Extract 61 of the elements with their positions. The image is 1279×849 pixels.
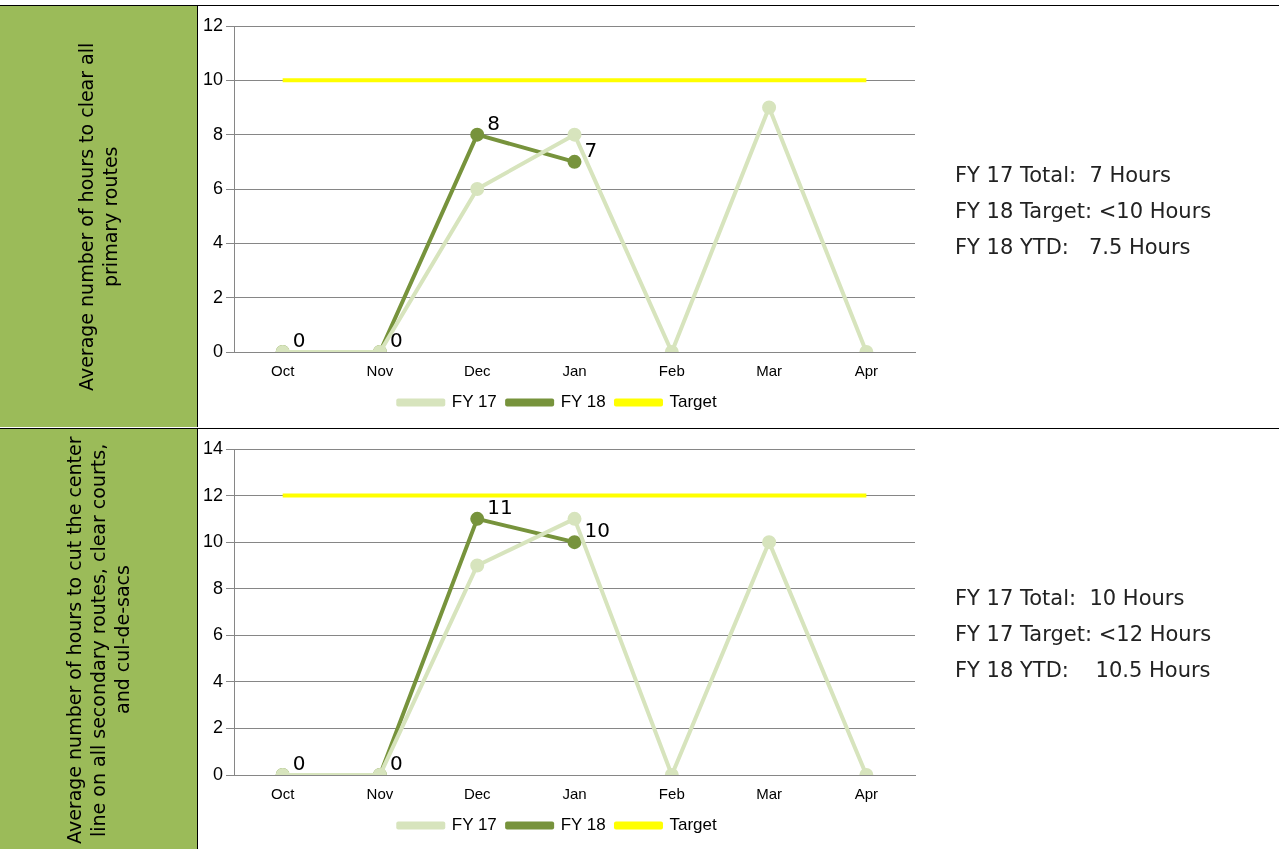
text: FY 17 Total: 10 Hours: [955, 586, 1185, 610]
y-tick-label: 6: [213, 177, 224, 198]
text: FY 18 YTD: 10.5 Hours: [955, 658, 1211, 682]
data-label: 7: [584, 138, 598, 163]
data-label: 0: [389, 751, 403, 776]
y-tick-label: 12: [202, 14, 224, 35]
x-tick-label: Dec: [463, 785, 492, 803]
point: [567, 127, 582, 142]
point: [567, 535, 582, 550]
point: [470, 558, 485, 573]
y-tick-label: 6: [213, 624, 224, 645]
x-tick-label: Jan: [562, 785, 587, 803]
x-tick-label: Oct: [270, 362, 296, 380]
legend-label: Target: [669, 815, 718, 835]
text: FY 18 YTD: 7.5 Hours: [955, 235, 1191, 259]
y-tick-label: 10: [202, 69, 224, 90]
x-tick-label: Apr: [854, 785, 879, 803]
x-tick-label: Mar: [756, 785, 782, 803]
x-tick-label: Dec: [463, 362, 492, 380]
y-axis-title: Average number of hours to clear all primary routes: [74, 41, 122, 393]
x-tick-label: Jan: [562, 362, 587, 380]
x-tick-label: Apr: [854, 362, 879, 380]
text: FY 17 Total: 7 Hours: [955, 163, 1172, 187]
point: [762, 100, 777, 115]
y-tick-label: 2: [213, 717, 224, 738]
y-tick-label: 0: [213, 763, 224, 784]
data-label: 0: [292, 328, 306, 353]
point: [567, 511, 582, 526]
y-tick-label: 4: [213, 670, 224, 691]
x-tick-label: Feb: [658, 362, 685, 380]
y-axis-title: Average number of hours to cut the center line on all secondary routes, clear courts, and cul-de-sacs: [62, 434, 134, 845]
legend-label: FY 18: [560, 392, 606, 412]
data-label: 11: [487, 495, 513, 520]
point: [470, 511, 485, 526]
data-label: 10: [584, 518, 610, 543]
legend-label: FY 17: [451, 815, 497, 835]
legend-label: FY 18: [560, 815, 606, 835]
y-tick-label: 8: [213, 577, 224, 598]
text: FY 18 Target: <10 Hours: [955, 199, 1212, 223]
y-tick-label: 12: [202, 484, 224, 505]
x-tick-label: Nov: [366, 785, 394, 803]
data-label: 8: [487, 110, 500, 135]
point: [567, 154, 582, 169]
legend-label: FY 17: [451, 392, 497, 412]
x-tick-label: Nov: [366, 362, 394, 380]
x-tick-label: Feb: [658, 785, 685, 803]
x-tick-label: Mar: [756, 362, 782, 380]
y-tick-label: 4: [213, 232, 224, 253]
point: [470, 182, 485, 196]
text: FY 17 Target: <12 Hours: [955, 622, 1212, 646]
point: [762, 535, 777, 550]
data-label: 0: [292, 751, 306, 776]
data-label: 0: [389, 328, 403, 353]
y-tick-label: 8: [213, 123, 224, 144]
x-tick-label: Oct: [270, 785, 296, 803]
point: [470, 127, 485, 142]
y-tick-label: 0: [213, 340, 224, 361]
y-tick-label: 10: [202, 531, 224, 552]
y-tick-label: 2: [213, 286, 224, 307]
legend-label: Target: [669, 392, 718, 412]
y-tick-label: 14: [202, 437, 224, 458]
